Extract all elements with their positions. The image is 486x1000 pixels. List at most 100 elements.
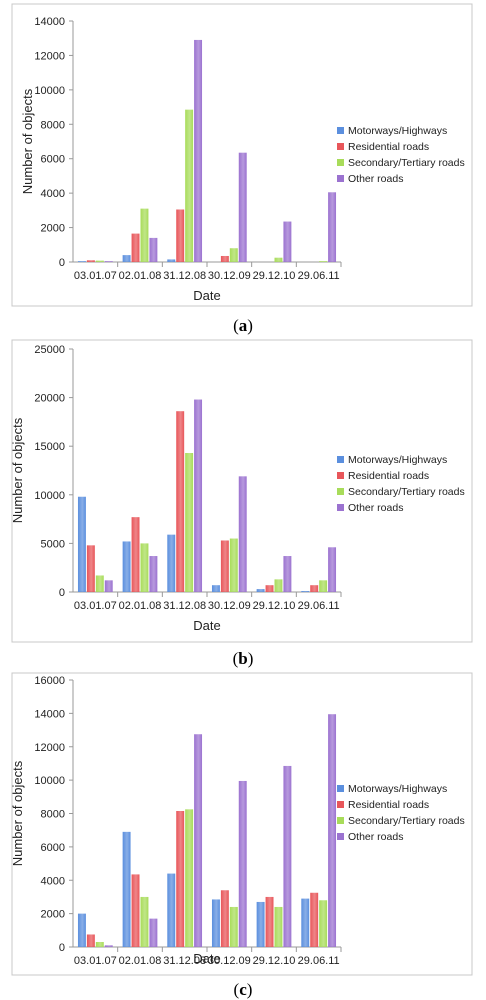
- legend-swatch: [337, 785, 344, 792]
- bar-chart-b: 0 5000 10000 15000 20000 25000 03.01.07 02.01.0…: [10, 339, 473, 643]
- bar-chart-a: 0 2000 4000 6000 8000 10000 12000 14000 03.01.07…: [11, 3, 473, 307]
- x-tick-label: 02.01.08: [119, 955, 162, 967]
- bar-motorways-highways-03.01.07: [77, 913, 86, 947]
- legend-swatch: [337, 456, 344, 463]
- legend-label: Other roads: [348, 502, 403, 514]
- bar-residential-roads-29.06.11: [310, 892, 319, 947]
- bar-secondary-tertiary-roads-29.12.10: [274, 906, 283, 947]
- legend-swatch: [337, 817, 344, 824]
- bar-other-roads-29.12.10: [283, 221, 292, 262]
- x-tick-label: 30.12.09: [208, 955, 251, 967]
- bar-motorways-highways-30.12.09: [211, 585, 220, 592]
- y-tick-label: 4000: [41, 875, 65, 887]
- bar-residential-roads-02.01.08: [131, 517, 140, 592]
- legend-label: Residential roads: [348, 141, 429, 153]
- bar-other-roads-03.01.07: [104, 580, 113, 592]
- bar-residential-roads-31.12.08: [176, 810, 185, 947]
- bar-secondary-tertiary-roads-03.01.07: [95, 575, 104, 592]
- legend-swatch: [337, 833, 344, 840]
- x-tick-label: 31.12.08: [163, 955, 206, 967]
- legend-swatch: [337, 159, 344, 166]
- legend-swatch: [337, 175, 344, 182]
- x-tick-label: 29.06.11: [298, 600, 340, 612]
- legend-swatch: [337, 801, 344, 808]
- bar-secondary-tertiary-roads-02.01.08: [140, 543, 149, 592]
- x-axis-title: Date: [193, 951, 220, 966]
- caption-letter-b: b: [238, 649, 248, 668]
- legend-swatch: [337, 127, 344, 134]
- y-axis-title: Number of objects: [10, 760, 25, 866]
- legend-swatch: [337, 472, 344, 479]
- x-tick-label: 03.01.07: [74, 600, 117, 612]
- bar-secondary-tertiary-roads-29.12.10: [274, 579, 283, 592]
- x-tick-label: 29.06.11: [298, 955, 340, 967]
- bar-secondary-tertiary-roads-30.12.09: [229, 906, 238, 947]
- bar-other-roads-02.01.08: [149, 918, 158, 947]
- x-tick-label: 29.12.10: [253, 955, 296, 967]
- legend-swatch: [337, 488, 344, 495]
- bar-other-roads-29.06.11: [328, 714, 337, 947]
- bar-other-roads-02.01.08: [149, 237, 158, 262]
- y-tick-label: 0: [59, 942, 65, 954]
- y-tick-label: 10000: [34, 490, 65, 502]
- caption-c: (c): [233, 980, 253, 999]
- chart-panel-a: 0 2000 4000 6000 8000 10000 12000 14000 03.01.07…: [0, 0, 486, 336]
- bar-residential-roads-29.12.10: [265, 585, 274, 592]
- bar-other-roads-03.01.07: [104, 261, 113, 262]
- legend-label: Residential roads: [348, 470, 429, 482]
- bar-other-roads-02.01.08: [149, 556, 158, 592]
- legend-swatch: [337, 143, 344, 150]
- bar-motorways-highways-29.12.10: [256, 901, 265, 947]
- bar-residential-roads-30.12.09: [220, 540, 229, 592]
- y-tick-label: 0: [59, 257, 65, 269]
- caption-a: (a): [233, 316, 253, 335]
- bar-other-roads-31.12.08: [194, 399, 203, 592]
- x-tick-label: 02.01.08: [119, 270, 162, 282]
- bar-other-roads-31.12.08: [194, 734, 203, 947]
- bar-residential-roads-02.01.08: [131, 233, 140, 262]
- bar-residential-roads-30.12.09: [220, 890, 229, 947]
- bar-secondary-tertiary-roads-02.01.08: [140, 208, 149, 262]
- legend-label: Other roads: [348, 173, 403, 185]
- y-tick-label: 8000: [41, 119, 65, 131]
- bar-motorways-highways-31.12.08: [167, 534, 176, 592]
- y-tick-label: 8000: [41, 809, 65, 821]
- x-tick-label: 03.01.07: [74, 270, 117, 282]
- legend-label: Residential roads: [348, 799, 429, 811]
- bar-motorways-highways-02.01.08: [122, 831, 131, 947]
- x-axis-title: Date: [193, 618, 220, 633]
- bar-secondary-tertiary-roads-29.06.11: [319, 900, 328, 947]
- y-tick-label: 25000: [34, 344, 65, 356]
- chart-panel-c: 0 2000 4000 6000 8000 10000 12000 14000 16000 03.…: [0, 669, 486, 1000]
- bar-secondary-tertiary-roads-29.12.10: [274, 257, 283, 262]
- bar-secondary-tertiary-roads-02.01.08: [140, 896, 149, 947]
- legend-label: Motorways/Highways: [348, 454, 447, 466]
- bar-other-roads-31.12.08: [194, 39, 203, 262]
- bar-secondary-tertiary-roads-30.12.09: [229, 248, 238, 262]
- legend-swatch: [337, 504, 344, 511]
- y-tick-label: 20000: [34, 393, 65, 405]
- y-axis-title: Number of objects: [20, 88, 35, 194]
- bar-residential-roads-31.12.08: [176, 411, 185, 592]
- bar-residential-roads-03.01.07: [86, 934, 95, 947]
- bar-motorways-highways-29.06.11: [301, 591, 310, 592]
- caption-letter-a: a: [238, 316, 248, 335]
- bar-motorways-highways-02.01.08: [122, 541, 131, 592]
- bar-motorways-highways-29.12.10: [256, 589, 265, 592]
- y-tick-label: 12000: [34, 50, 65, 62]
- bar-chart-c: 0 2000 4000 6000 8000 10000 12000 14000 16000 03.…: [10, 672, 473, 976]
- x-tick-label: 29.12.10: [253, 270, 296, 282]
- x-tick-label: 02.01.08: [119, 600, 162, 612]
- x-tick-label: 30.12.09: [208, 600, 251, 612]
- bar-residential-roads-30.12.09: [220, 255, 229, 262]
- bar-other-roads-29.06.11: [328, 547, 337, 592]
- bar-other-roads-29.12.10: [283, 765, 292, 947]
- bar-residential-roads-31.12.08: [176, 209, 185, 262]
- bar-motorways-highways-29.06.11: [301, 898, 310, 947]
- y-tick-label: 14000: [34, 16, 65, 28]
- bar-motorways-highways-02.01.08: [122, 255, 131, 262]
- bar-secondary-tertiary-roads-31.12.08: [185, 453, 194, 592]
- y-tick-label: 14000: [34, 708, 65, 720]
- bar-secondary-tertiary-roads-29.06.11: [319, 261, 328, 262]
- y-tick-label: 6000: [41, 842, 65, 854]
